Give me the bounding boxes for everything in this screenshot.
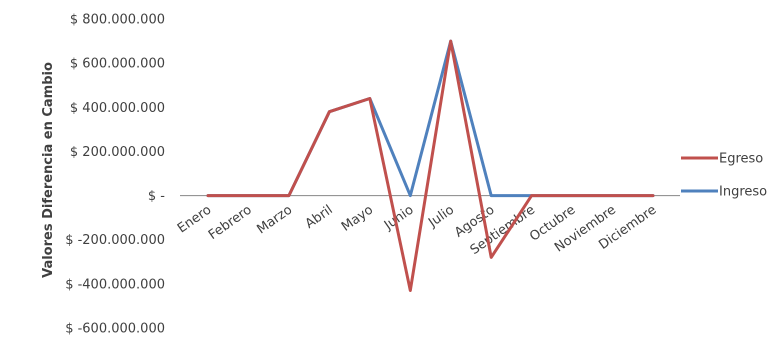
y-tick-label: $ 200.000.000 xyxy=(70,145,165,160)
x-tick-label: Julio xyxy=(425,203,457,232)
y-tick-label: $ 800.000.000 xyxy=(70,13,165,28)
y-tick-label: $ -200.000.000 xyxy=(65,233,165,248)
x-tick-label: Marzo xyxy=(254,203,295,238)
legend-label-ingreso: Ingreso xyxy=(719,185,767,200)
x-tick-label: Febrero xyxy=(206,203,255,243)
x-tick-label: Mayo xyxy=(339,203,376,235)
legend-label-egreso: Egreso xyxy=(719,152,763,167)
series-line-egreso xyxy=(206,39,655,292)
y-tick-label: $ -600.000.000 xyxy=(65,322,165,337)
y-tick-label: $ - xyxy=(148,189,165,204)
y-axis-label: Valores Diferencia en Cambio xyxy=(41,62,56,278)
x-tick-label: Abril xyxy=(303,203,336,232)
y-tick-label: $ 400.000.000 xyxy=(70,101,165,116)
y-tick-label: $ 600.000.000 xyxy=(70,57,165,72)
y-tick-label: $ -400.000.000 xyxy=(65,277,165,292)
